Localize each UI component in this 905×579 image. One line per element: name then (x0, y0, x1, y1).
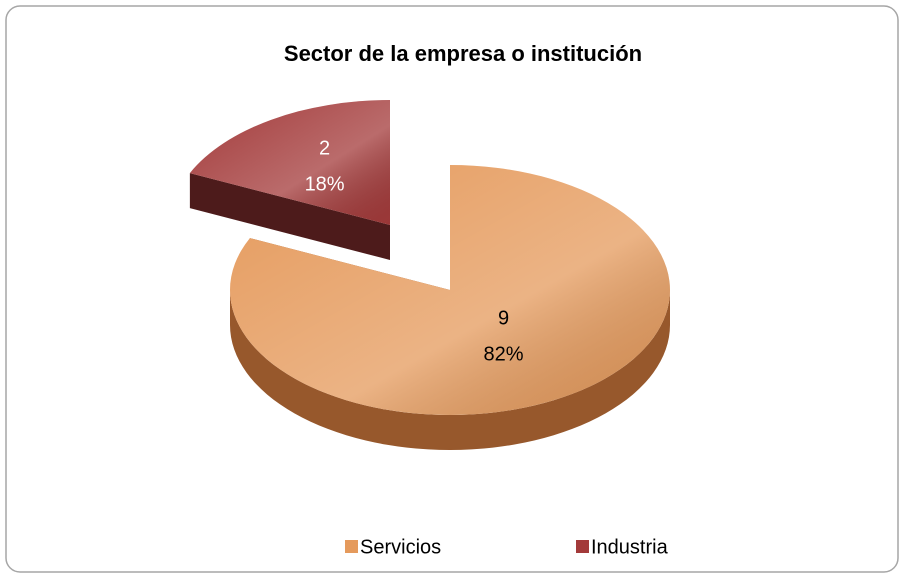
legend-label: Servicios (360, 536, 441, 558)
data-label: 9 (498, 308, 509, 330)
percent-label: 18% (305, 173, 345, 195)
slice-sheen (229, 165, 670, 416)
slice-sheen (189, 100, 390, 225)
legend-label: Industria (591, 536, 669, 558)
slice (189, 100, 390, 260)
legend-swatch (345, 540, 358, 553)
percent-label: 82% (484, 344, 524, 366)
legend-swatch (576, 540, 589, 553)
slice-side (230, 290, 670, 450)
slice (229, 165, 670, 450)
chart-title: Sector de la empresa o institución (284, 41, 642, 66)
slice-side (189, 173, 390, 260)
data-label: 2 (319, 137, 330, 159)
